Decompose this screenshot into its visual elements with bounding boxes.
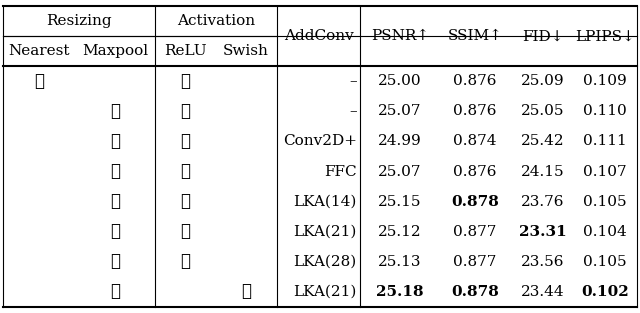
Text: LKA(21): LKA(21): [293, 285, 357, 299]
Text: 0.876: 0.876: [453, 105, 497, 118]
Text: 0.105: 0.105: [583, 255, 627, 269]
Text: Activation: Activation: [177, 14, 255, 28]
Text: 25.18: 25.18: [376, 285, 424, 299]
Text: ✓: ✓: [110, 193, 120, 210]
Text: 25.00: 25.00: [378, 74, 422, 88]
Text: 25.15: 25.15: [378, 195, 422, 208]
Text: 23.31: 23.31: [518, 225, 566, 239]
Text: 0.878: 0.878: [451, 285, 499, 299]
Text: 0.107: 0.107: [583, 165, 627, 178]
Text: ✓: ✓: [180, 103, 190, 120]
Text: 25.42: 25.42: [521, 135, 564, 148]
Text: ✓: ✓: [180, 193, 190, 210]
Text: ✓: ✓: [110, 253, 120, 270]
Text: ✓: ✓: [241, 283, 251, 300]
Text: 0.874: 0.874: [453, 135, 497, 148]
Text: ✓: ✓: [34, 73, 44, 90]
Text: ReLU: ReLU: [164, 44, 206, 58]
Text: 0.876: 0.876: [453, 165, 497, 178]
Text: 25.05: 25.05: [521, 105, 564, 118]
Text: Conv2D+: Conv2D+: [283, 135, 357, 148]
Text: 0.877: 0.877: [453, 255, 497, 269]
Text: PSNR↑: PSNR↑: [371, 29, 429, 43]
Text: LKA(21): LKA(21): [293, 225, 357, 239]
Text: ✓: ✓: [110, 283, 120, 300]
Text: 23.44: 23.44: [521, 285, 564, 299]
Text: 0.876: 0.876: [453, 74, 497, 88]
Text: FID↓: FID↓: [522, 29, 563, 43]
Text: ✓: ✓: [180, 253, 190, 270]
Text: 23.76: 23.76: [521, 195, 564, 208]
Text: 0.878: 0.878: [451, 195, 499, 208]
Text: 25.07: 25.07: [378, 165, 422, 178]
Text: ✓: ✓: [180, 163, 190, 180]
Text: 0.877: 0.877: [453, 225, 497, 239]
Text: ✓: ✓: [110, 163, 120, 180]
Text: 0.109: 0.109: [583, 74, 627, 88]
Text: 23.56: 23.56: [521, 255, 564, 269]
Text: 24.99: 24.99: [378, 135, 422, 148]
Text: Resizing: Resizing: [46, 14, 112, 28]
Text: ✓: ✓: [110, 133, 120, 150]
Text: Maxpool: Maxpool: [82, 44, 148, 58]
Text: 25.12: 25.12: [378, 225, 422, 239]
Text: ✓: ✓: [180, 133, 190, 150]
Text: 0.111: 0.111: [583, 135, 627, 148]
Text: LKA(14): LKA(14): [293, 195, 357, 208]
Text: ✓: ✓: [180, 73, 190, 90]
Text: 0.102: 0.102: [581, 285, 629, 299]
Text: Nearest: Nearest: [8, 44, 70, 58]
Text: 0.105: 0.105: [583, 195, 627, 208]
Text: LPIPS↓: LPIPS↓: [575, 29, 635, 43]
Text: 25.09: 25.09: [521, 74, 564, 88]
Text: –: –: [349, 105, 357, 118]
Text: FFC: FFC: [324, 165, 357, 178]
Text: 0.110: 0.110: [583, 105, 627, 118]
Text: 25.07: 25.07: [378, 105, 422, 118]
Text: LKA(28): LKA(28): [294, 255, 357, 269]
Text: ✓: ✓: [110, 103, 120, 120]
Text: 0.104: 0.104: [583, 225, 627, 239]
Text: ✓: ✓: [110, 223, 120, 240]
Text: –: –: [349, 74, 357, 88]
Text: 24.15: 24.15: [521, 165, 564, 178]
Text: AddConv: AddConv: [284, 29, 353, 43]
Text: SSIM↑: SSIM↑: [447, 29, 502, 43]
Text: 25.13: 25.13: [378, 255, 422, 269]
Text: ✓: ✓: [180, 223, 190, 240]
Text: Swish: Swish: [223, 44, 269, 58]
